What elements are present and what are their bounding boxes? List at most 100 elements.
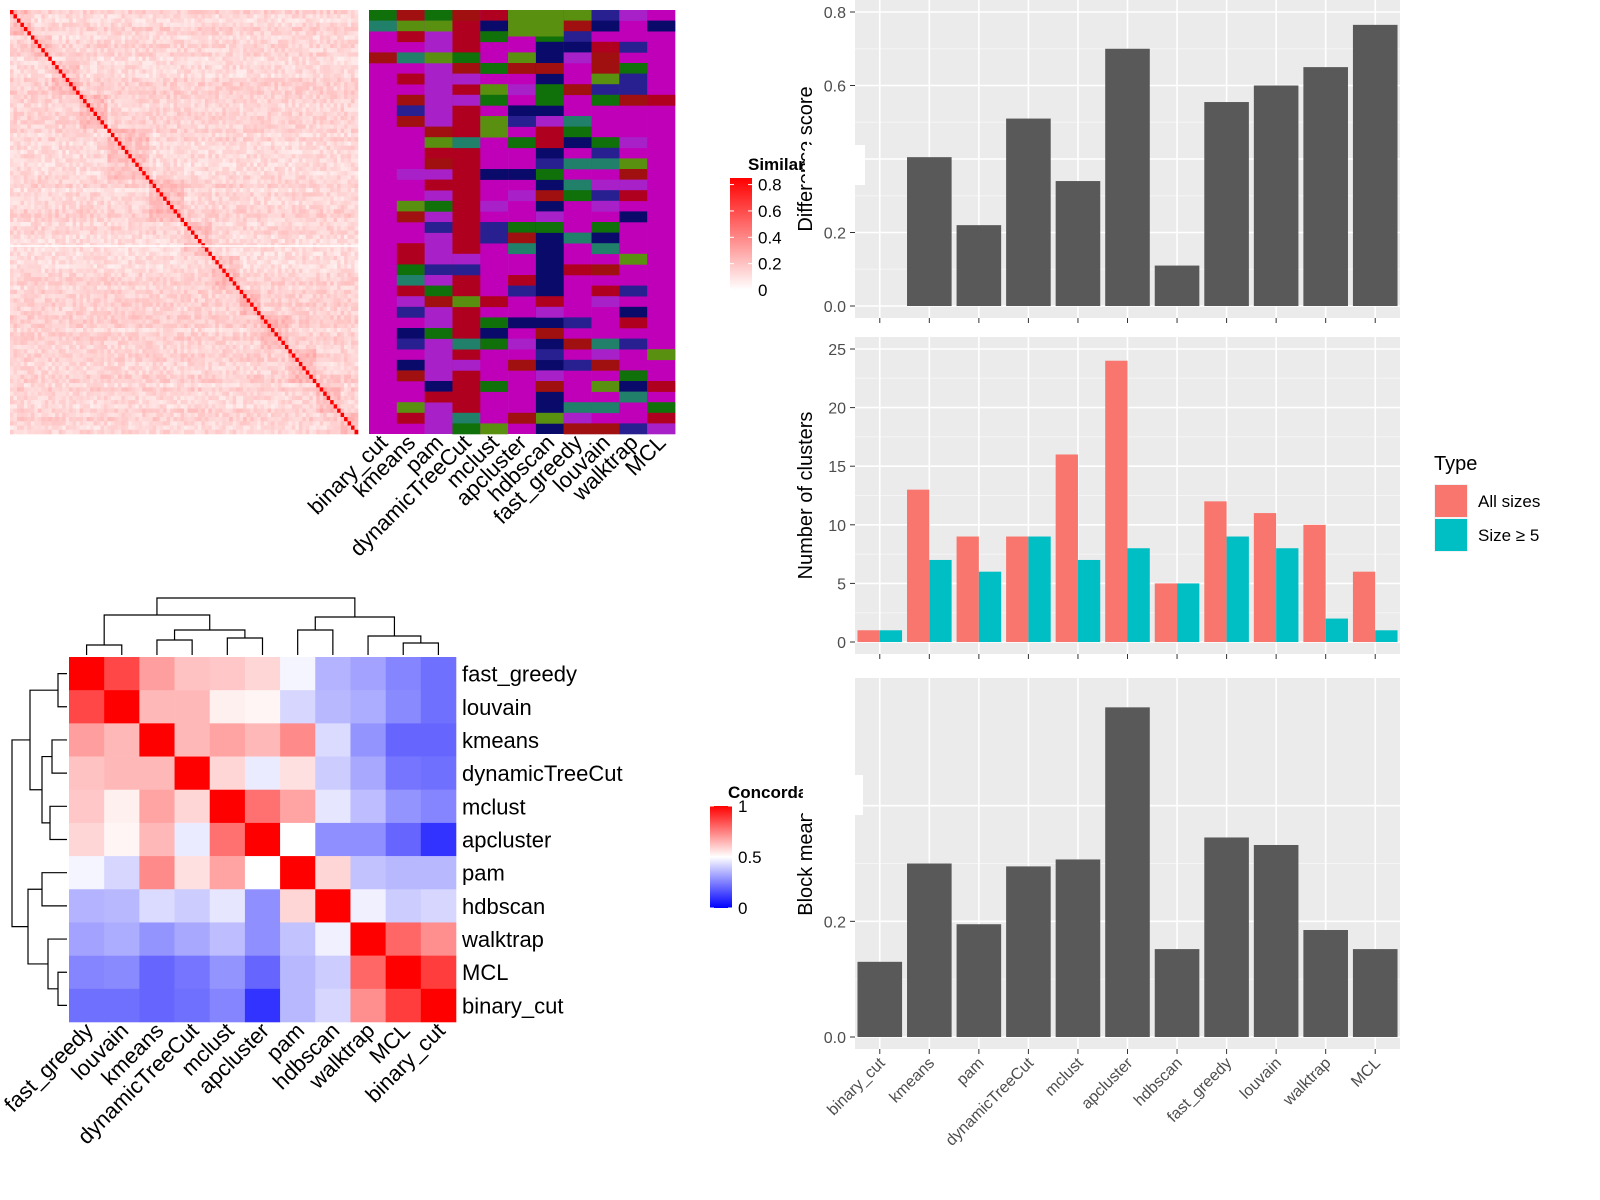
similarity-cell xyxy=(239,179,244,185)
similarity-cell xyxy=(246,205,251,210)
similarity-cell xyxy=(145,48,150,53)
similarity-cell xyxy=(173,209,178,214)
similarity-cell xyxy=(121,43,126,49)
similarity-cell xyxy=(187,162,192,168)
similarity-cell xyxy=(208,128,213,134)
similarity-cell xyxy=(110,116,115,121)
similarity-cell xyxy=(354,116,359,121)
similarity-cell xyxy=(222,128,227,134)
similarity-cell xyxy=(156,39,160,45)
similarity-cell xyxy=(351,22,355,28)
similarity-cell xyxy=(187,35,192,40)
similarity-cell xyxy=(208,183,213,189)
similarity-cell xyxy=(302,128,307,134)
similarity-cell xyxy=(344,90,348,96)
similarity-cell xyxy=(128,175,133,180)
similarity-cell xyxy=(97,26,101,32)
similarity-cell xyxy=(166,94,171,100)
similarity-cell xyxy=(48,77,53,83)
similarity-cell xyxy=(180,200,185,206)
similarity-cell xyxy=(225,209,230,214)
similarity-cell xyxy=(177,175,181,180)
similarity-cell xyxy=(284,18,289,24)
similarity-cell xyxy=(184,205,188,210)
similarity-cell xyxy=(250,26,254,32)
similarity-cell xyxy=(65,107,70,113)
similarity-cell xyxy=(225,171,230,176)
similarity-cell xyxy=(23,65,28,70)
similarity-cell xyxy=(90,107,94,113)
similarity-cell xyxy=(62,217,66,223)
similarity-cell xyxy=(69,111,73,117)
similarity-cell xyxy=(232,99,237,104)
similarity-cell xyxy=(302,65,307,70)
similarity-cell xyxy=(354,60,359,66)
similarity-cell xyxy=(312,192,317,197)
similarity-cell xyxy=(222,48,227,53)
similarity-cell xyxy=(170,77,174,83)
similarity-cell xyxy=(187,31,192,36)
similarity-cell xyxy=(201,65,206,70)
similarity-cell xyxy=(72,116,77,121)
similarity-cell xyxy=(257,213,261,219)
similarity-cell xyxy=(264,73,268,79)
similarity-cell xyxy=(65,18,70,24)
similarity-cell xyxy=(65,73,70,79)
similarity-cell xyxy=(215,128,220,134)
similarity-cell xyxy=(117,94,122,100)
similarity-cell xyxy=(142,86,147,91)
similarity-cell xyxy=(215,217,220,223)
similarity-cell xyxy=(117,217,122,223)
similarity-cell xyxy=(264,120,268,125)
similarity-cell xyxy=(243,107,247,113)
similarity-cell xyxy=(86,171,91,176)
similarity-cell xyxy=(65,137,70,142)
similarity-cell xyxy=(114,48,119,53)
similarity-cell xyxy=(337,10,341,15)
similarity-cell xyxy=(97,39,101,45)
similarity-cell xyxy=(170,86,174,91)
similarity-cell xyxy=(253,196,258,202)
similarity-cell xyxy=(184,145,188,151)
similarity-cell xyxy=(351,103,355,108)
similarity-cell xyxy=(124,39,129,45)
similarity-cell xyxy=(55,183,60,189)
similarity-cell xyxy=(180,213,185,219)
similarity-cell xyxy=(190,149,195,155)
similarity-cell xyxy=(145,103,150,108)
similarity-cell xyxy=(197,116,202,121)
similarity-cell xyxy=(83,60,87,66)
similarity-cell xyxy=(180,39,185,45)
similarity-cell xyxy=(103,22,108,28)
similarity-cell xyxy=(173,217,178,223)
similarity-cell xyxy=(79,22,84,28)
similarity-cell xyxy=(257,158,261,163)
similarity-cell xyxy=(197,124,202,130)
similarity-cell xyxy=(65,196,70,202)
similarity-cell xyxy=(323,99,327,104)
similarity-cell xyxy=(79,94,84,100)
similarity-cell xyxy=(173,132,178,138)
similarity-cell xyxy=(34,116,39,121)
similarity-cell xyxy=(44,205,49,210)
similarity-cell xyxy=(277,94,282,100)
similarity-cell xyxy=(16,103,21,108)
similarity-cell xyxy=(257,73,261,79)
similarity-cell xyxy=(309,56,314,62)
similarity-cell xyxy=(27,217,32,223)
similarity-cell xyxy=(257,90,261,96)
similarity-cell xyxy=(76,120,80,125)
similarity-cell xyxy=(114,171,119,176)
similarity-cell xyxy=(267,111,272,117)
similarity-cell xyxy=(354,22,359,28)
similarity-cell xyxy=(344,137,348,142)
similarity-cell xyxy=(10,124,14,130)
similarity-cell xyxy=(330,43,334,49)
similarity-cell xyxy=(194,111,199,117)
similarity-cell xyxy=(149,94,153,100)
similarity-cell xyxy=(107,35,112,40)
similarity-cell xyxy=(232,26,237,32)
similarity-cell xyxy=(114,43,119,49)
similarity-cell xyxy=(34,162,39,168)
similarity-cell xyxy=(232,60,237,66)
